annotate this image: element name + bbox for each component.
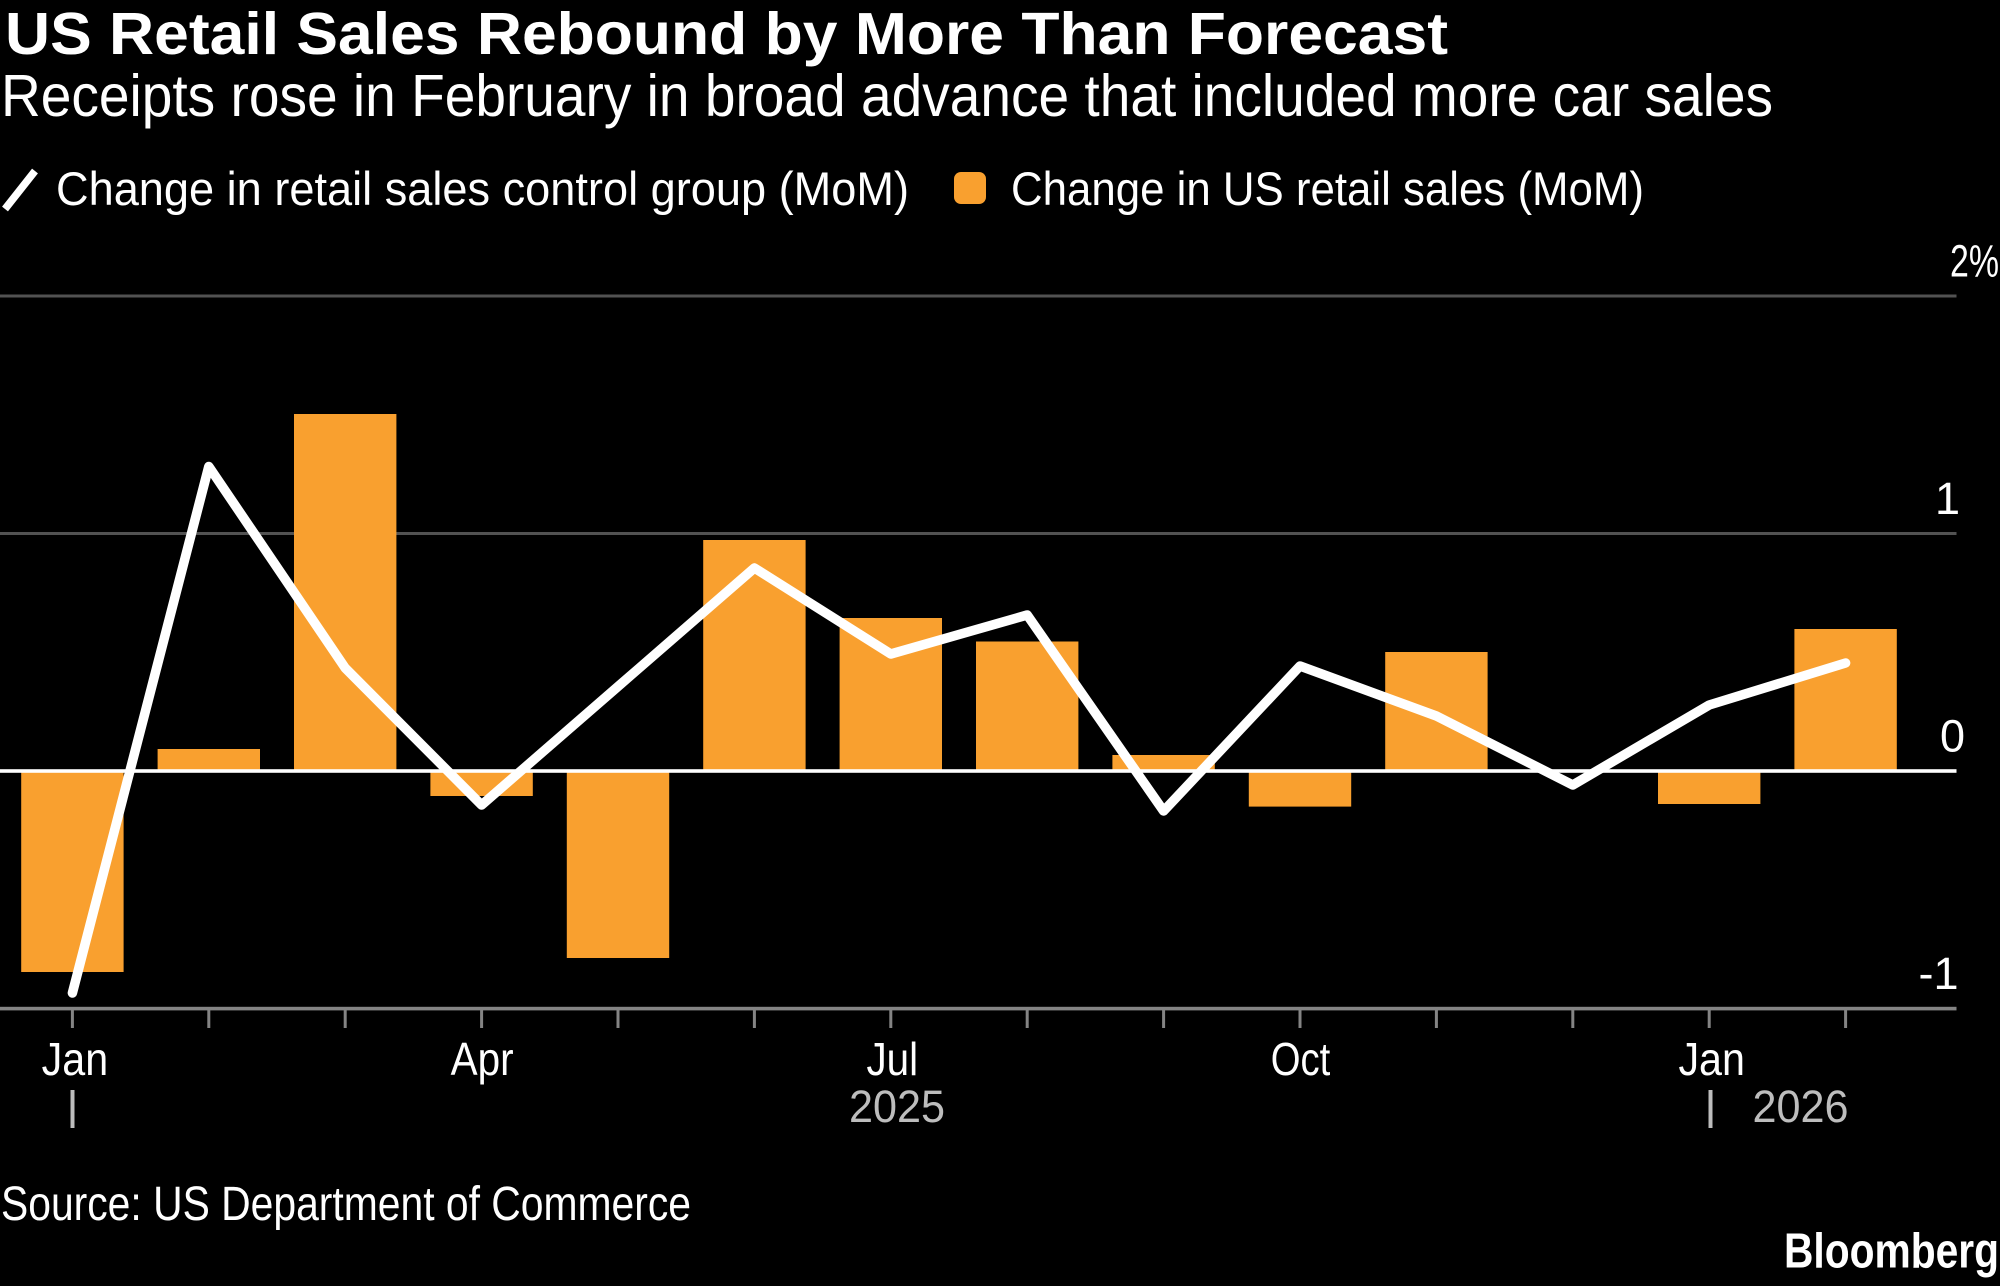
svg-text:Jul: Jul: [866, 1033, 918, 1085]
svg-text:Change in retail sales control: Change in retail sales control group (Mo…: [56, 163, 909, 216]
svg-text:Apr: Apr: [451, 1033, 514, 1085]
svg-text:Jan: Jan: [1678, 1033, 1745, 1085]
svg-text:Bloomberg: Bloomberg: [1784, 1225, 1999, 1279]
svg-text:-1: -1: [1918, 948, 1958, 999]
svg-text:Oct: Oct: [1271, 1033, 1331, 1085]
svg-text:Source: US Department of Comme: Source: US Department of Commerce: [1, 1178, 691, 1231]
svg-text:2%: 2%: [1950, 236, 1999, 287]
svg-text:Receipts rose in February in b: Receipts rose in February in broad advan…: [1, 63, 1773, 129]
svg-text:US Retail Sales Rebound by Mor: US Retail Sales Rebound by More Than For…: [5, 1, 1448, 67]
svg-text:2026: 2026: [1753, 1081, 1849, 1132]
svg-text:2025: 2025: [849, 1081, 945, 1132]
svg-text:0: 0: [1940, 711, 1965, 762]
svg-text:Change in US retail sales (MoM: Change in US retail sales (MoM): [1011, 163, 1644, 216]
svg-text:Jan: Jan: [42, 1033, 109, 1085]
svg-text:1: 1: [1935, 473, 1960, 524]
